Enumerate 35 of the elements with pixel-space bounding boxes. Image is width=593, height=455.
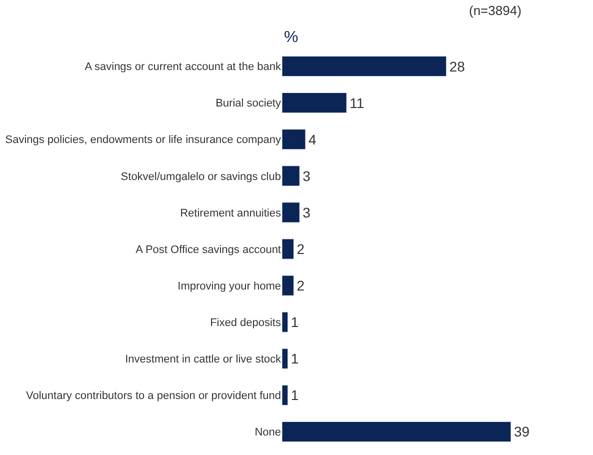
data-label: 1 [290,387,299,404]
y-tick-label: Stokvel/umgalelo or savings club [120,170,281,183]
bar [282,92,347,114]
bar [282,166,300,186]
bar [282,275,294,296]
data-label: 1 [290,314,299,330]
y-tick-label: A Post Office savings account [136,244,281,256]
y-tick-label: Retirement annuities [180,207,282,220]
chart-title: % [284,29,298,46]
data-label: 3 [302,168,311,184]
y-tick-label: Voluntary contributors to a pension or provident fund [26,390,281,402]
y-tick-label: A savings or current account at the bank [84,61,282,74]
data-label: 28 [449,58,466,74]
y-tick-label: None [254,426,281,439]
bar [282,421,512,442]
text: (n=3894) [469,3,522,18]
bar [282,129,306,150]
y-tick-label: Burial society [216,98,282,110]
data-label: 2 [296,241,305,257]
data-label: 11 [350,94,364,111]
bar [282,312,288,332]
data-label: 4 [308,131,316,148]
bar [282,202,300,223]
data-label: 1 [290,350,299,367]
data-label: 3 [302,204,311,220]
data-label: 2 [296,278,305,294]
bar [282,384,288,406]
data-label: 39 [514,424,530,440]
bar [282,238,294,260]
bar [282,348,288,369]
y-tick-label: Savings policies, endowments or life insurance company [5,134,282,146]
y-tick-label: Investment in cattle or live stock [125,353,282,366]
y-tick-label: Fixed deposits [210,316,282,329]
bar [282,56,447,77]
y-tick-label: Improving your home [178,280,281,292]
